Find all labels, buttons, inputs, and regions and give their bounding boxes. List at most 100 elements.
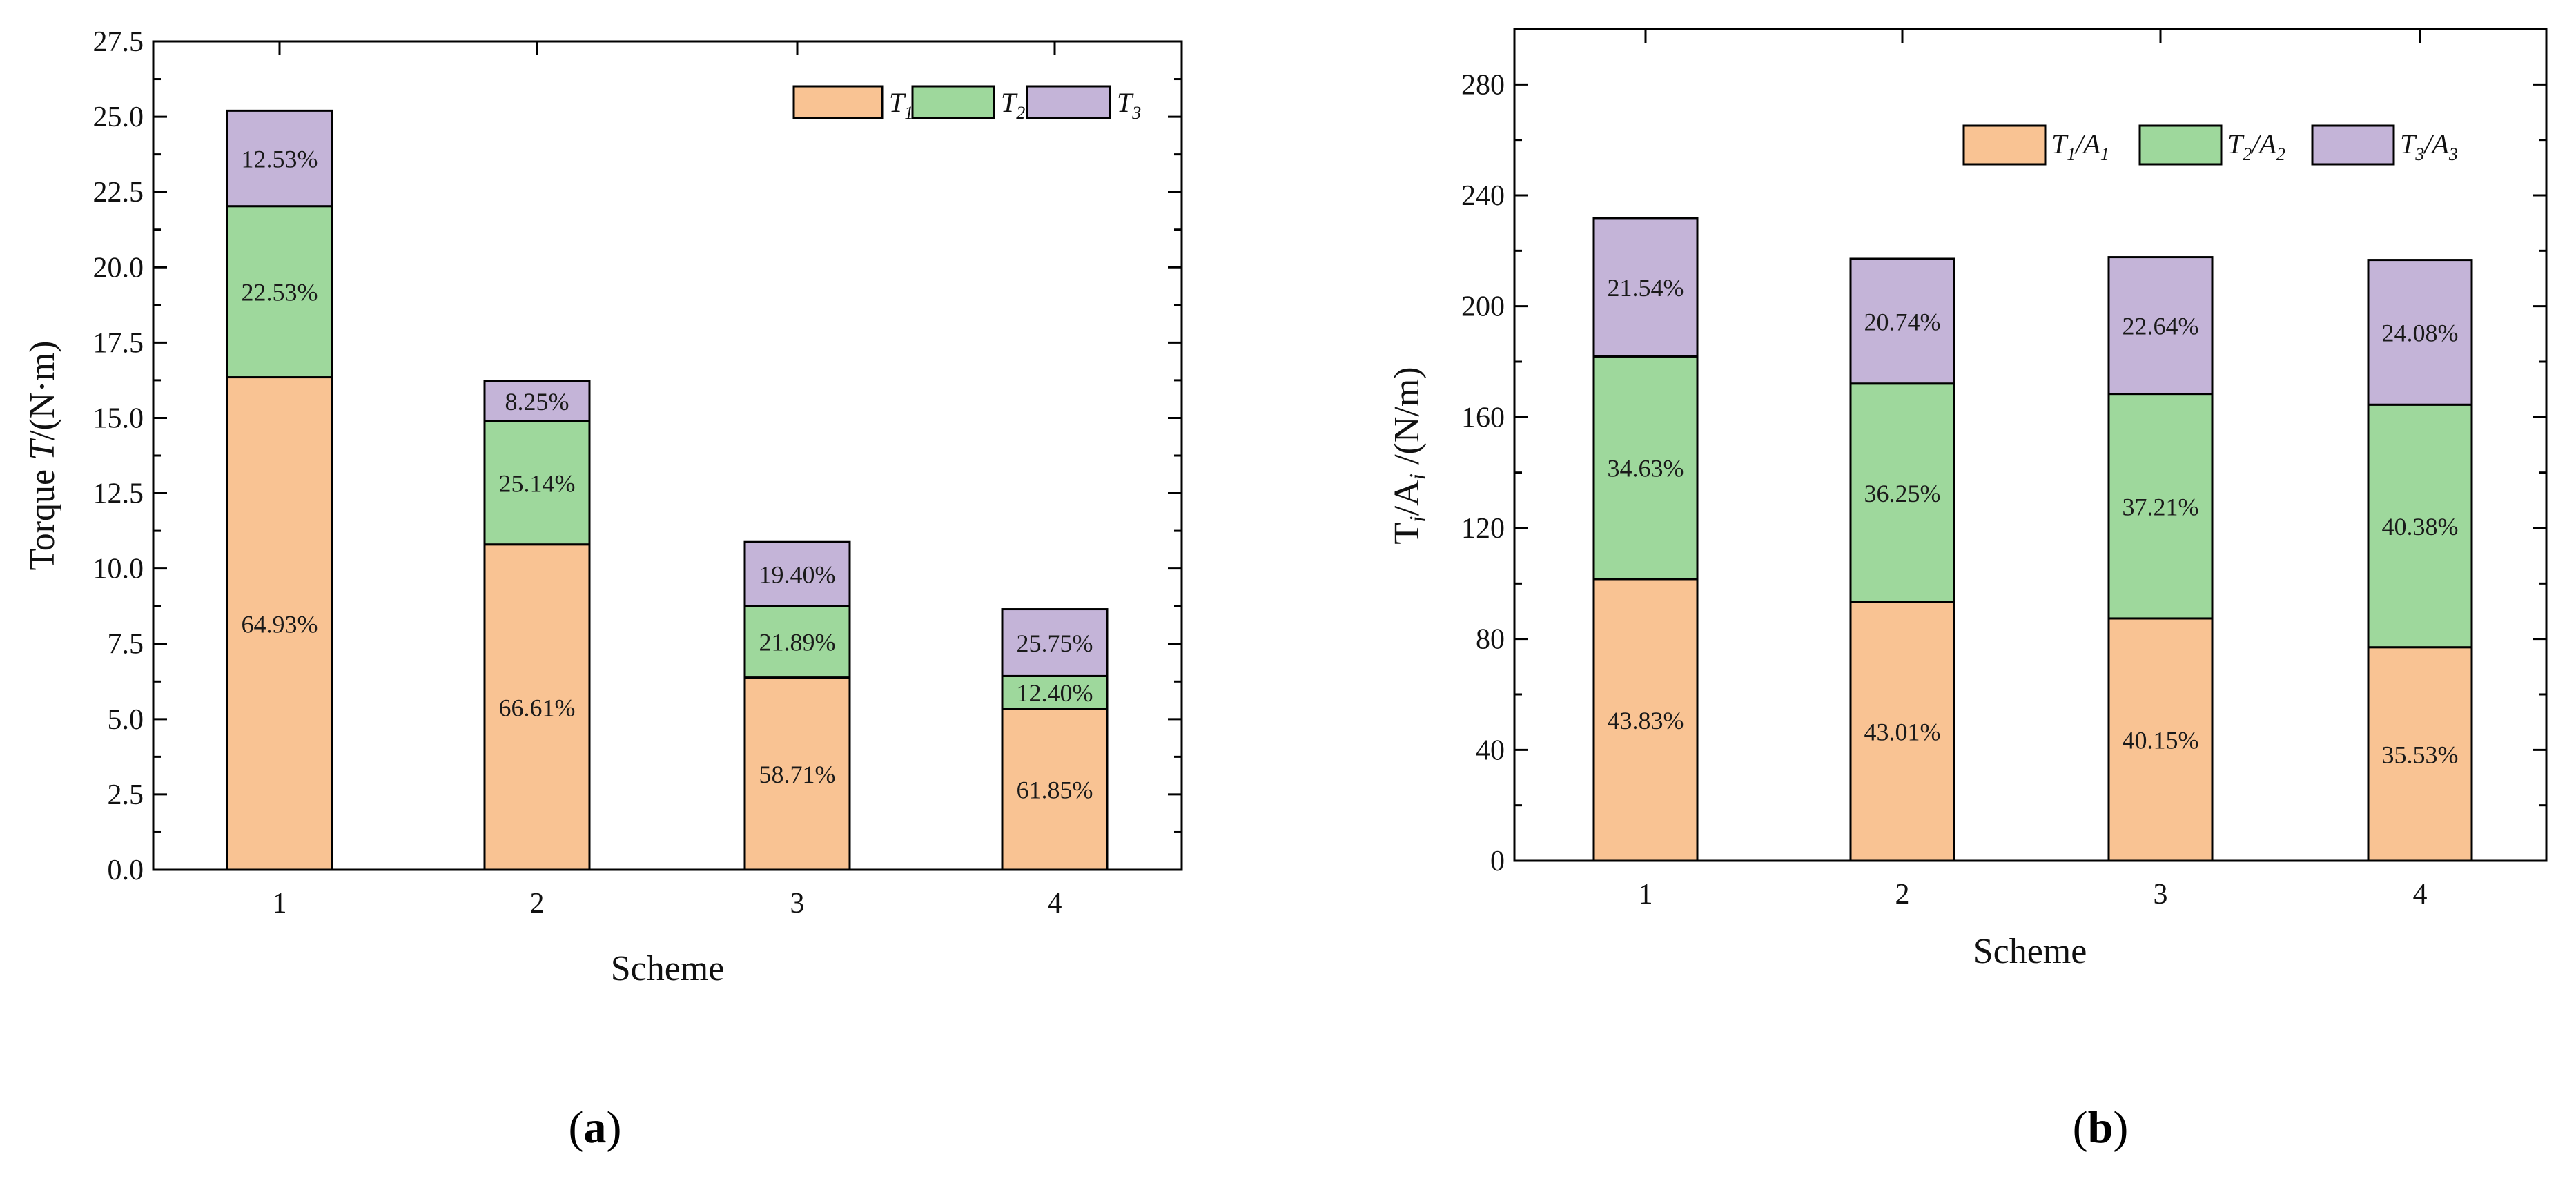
chart-a-ytick-label: 17.5 (93, 327, 144, 359)
chart-a-bar-s3-c2 (483, 380, 591, 422)
chart-b-xtick-label: 1 (1639, 879, 1653, 910)
chart-b-bar-label-s3-c3: 22.64% (2123, 313, 2199, 340)
chart-b-ytick-label: 200 (1461, 291, 1505, 323)
chart-a-ytick-label: 2.5 (108, 779, 144, 811)
chart-b-bar-s2-c2 (1849, 382, 1955, 603)
chart-b-panel-label: (b) (2073, 1102, 2129, 1153)
chart-b-y-axis-title-unit: /(N/m) (1387, 367, 1427, 465)
chart-a-legend-swatch-t2 (911, 85, 995, 119)
chart-a-ytick-label: 15.0 (93, 402, 144, 434)
chart-b: 0 40 80 120 160 200 240 280 1 2 3 4 43.83% 34.63% 21… (1387, 28, 2548, 1153)
chart-b-bar-label-s2-c2: 36.25% (1864, 480, 1941, 507)
chart-a-bar-s2-c3 (743, 605, 851, 679)
chart-a-ytick-label: 25.0 (93, 101, 144, 133)
chart-a-ytick-label: 7.5 (108, 629, 144, 661)
chart-a-panel-letter: a (584, 1102, 607, 1153)
chart-a-legend-label-t3: T3 (1117, 87, 1141, 123)
chart-a-y-axis-title-main: Torque (23, 460, 62, 571)
chart-a-bars: 64.93% 22.53% 12.53% 66.61% 25.14% 8.25% 58.71… (226, 109, 1109, 871)
chart-b-legend-swatch-2 (2138, 124, 2223, 166)
chart-b-ytick-label: 160 (1461, 402, 1505, 433)
chart-a-bar-label-s3-c4: 25.75% (1017, 630, 1093, 657)
chart-a-ytick-label: 5.0 (108, 704, 144, 736)
chart-b-y-ticks: 0 40 80 120 160 200 240 280 (1461, 69, 2546, 877)
chart-a-legend-label-t2: T2 (1001, 87, 1025, 123)
chart-b-bar-s3-c1 (1592, 217, 1699, 358)
chart-b-x-axis-title: Scheme (1973, 932, 2087, 971)
chart-a-xtick-label: 4 (1048, 888, 1062, 919)
chart-a-y-axis-title-unit: /(N·m) (23, 341, 62, 440)
chart-b-bar-label-s3-c2: 20.74% (1864, 308, 1941, 335)
chart-a-bar-label-s3-c2: 8.25% (505, 388, 569, 416)
chart-a-y-axis-title-var: T (23, 438, 62, 460)
chart-a-ytick-label: 20.0 (93, 252, 144, 284)
chart-a-bar-s2-c1 (226, 205, 333, 379)
chart-b-bar-label-s2-c3: 37.21% (2123, 493, 2199, 520)
chart-a-bar-label-s1-c2: 66.61% (499, 694, 576, 721)
chart-b-legend-label-2: T2/A2 (2227, 128, 2285, 164)
chart-b-bar-s3-c4 (2367, 259, 2473, 406)
chart-b-xtick-label: 3 (2154, 879, 2168, 910)
chart-b-panel-letter: b (2088, 1102, 2114, 1153)
chart-b-bar-label-s3-c1: 21.54% (1608, 274, 1684, 302)
chart-b-ytick-label: 80 (1476, 624, 1505, 656)
chart-a-bar-s1-c2 (483, 543, 591, 871)
chart-a-bar-s1-c1 (226, 376, 333, 871)
chart-a-bar-label-s2-c1: 22.53% (242, 279, 318, 306)
chart-b-y-axis-title-t: T (1387, 523, 1427, 545)
chart-b-bar-s3-c3 (2107, 256, 2214, 396)
chart-b-bar-label-s1-c4: 35.53% (2382, 741, 2459, 768)
chart-a-x-ticks: 1 2 3 4 (273, 41, 1062, 919)
chart-b-bar-label-s2-c1: 34.63% (1608, 455, 1684, 482)
chart-b-bar-label-s1-c3: 40.15% (2123, 726, 2199, 754)
chart-b-legend-swatch-1 (1962, 124, 2047, 166)
chart-b-y-axis-title: Ti/Ai /(N/m) (1387, 367, 1431, 544)
chart-b-ytick-label: 120 (1461, 513, 1505, 545)
chart-a-bar-label-s3-c1: 12.53% (242, 146, 318, 173)
chart-a-xtick-label: 1 (273, 888, 287, 919)
chart-a-bar-label-s3-c3: 19.40% (759, 560, 836, 588)
chart-b-ytick-label: 40 (1476, 734, 1505, 766)
chart-b-bar-s1-c4 (2367, 646, 2473, 862)
chart-b-bar-s3-c2 (1849, 257, 1955, 385)
chart-a-legend-swatch-t3 (1026, 85, 1111, 119)
chart-a-ytick-label: 10.0 (93, 554, 144, 585)
chart-a-ytick-label: 27.5 (93, 26, 144, 58)
chart-a-xtick-label: 3 (790, 888, 805, 919)
chart-a-ytick-label: 0.0 (108, 855, 144, 886)
chart-a-legend: T1 T2 T3 (792, 85, 1141, 123)
chart-a-bar-s3-c1 (226, 109, 333, 208)
chart-a-bar-s1-c4 (1001, 708, 1109, 871)
chart-b-ytick-label: 0 (1490, 846, 1505, 877)
chart-a-legend-label-t1: T1 (889, 87, 913, 123)
chart-a-y-axis-title: Torque T/(N·m) (23, 341, 62, 571)
chart-b-bar-s1-c2 (1849, 601, 1955, 862)
chart-b-plot-frame (1513, 28, 2548, 862)
chart-b-bar-label-s1-c2: 43.01% (1864, 718, 1941, 745)
chart-a-y-ticks: 0.0 2.5 5.0 7.5 10.0 12.5 15.0 17.5 20.0 22.5 25.0… (93, 26, 1182, 886)
chart-a-xtick-label: 2 (530, 888, 545, 919)
chart-a-bar-label-s2-c4: 12.40% (1017, 679, 1093, 707)
chart-b-xtick-label: 4 (2413, 879, 2428, 910)
chart-b-bar-label-s3-c4: 24.08% (2382, 319, 2459, 347)
chart-a-bar-label-s2-c3: 21.89% (759, 629, 836, 656)
chart-a-x-axis-title: Scheme (611, 949, 725, 988)
chart-a-bar-label-s1-c3: 58.71% (759, 761, 836, 788)
chart-a-bar-label-s1-c4: 61.85% (1017, 776, 1093, 803)
chart-a-bar-s2-c2 (483, 420, 591, 546)
chart-b-bar-s2-c3 (2107, 393, 2214, 620)
chart-b-legend: T1/A1 T2/A2 T3/A3 (1962, 124, 2458, 166)
chart-a-bar-label-s1-c1: 64.93% (242, 610, 318, 638)
chart-b-ytick-label: 280 (1461, 69, 1505, 101)
chart-a-legend-swatch-t1 (792, 85, 884, 119)
chart-b-bars: 43.83% 34.63% 21.54% 43.01% 36.25% 20.74% 40.1… (1592, 217, 2473, 862)
chart-a: 0.0 2.5 5.0 7.5 10.0 12.5 15.0 17.5 20.0 22.5 25.0… (23, 26, 1183, 1153)
chart-a-panel-label: (a) (569, 1102, 622, 1153)
chart-a-bar-s3-c4 (1001, 608, 1109, 677)
chart-b-y-axis-title-a: A (1387, 480, 1427, 506)
chart-b-bar-label-s1-c1: 43.83% (1608, 707, 1684, 734)
chart-a-bar-s3-c3 (743, 540, 851, 607)
chart-a-ytick-label: 22.5 (93, 177, 144, 208)
chart-b-bar-label-s2-c4: 40.38% (2382, 513, 2459, 540)
